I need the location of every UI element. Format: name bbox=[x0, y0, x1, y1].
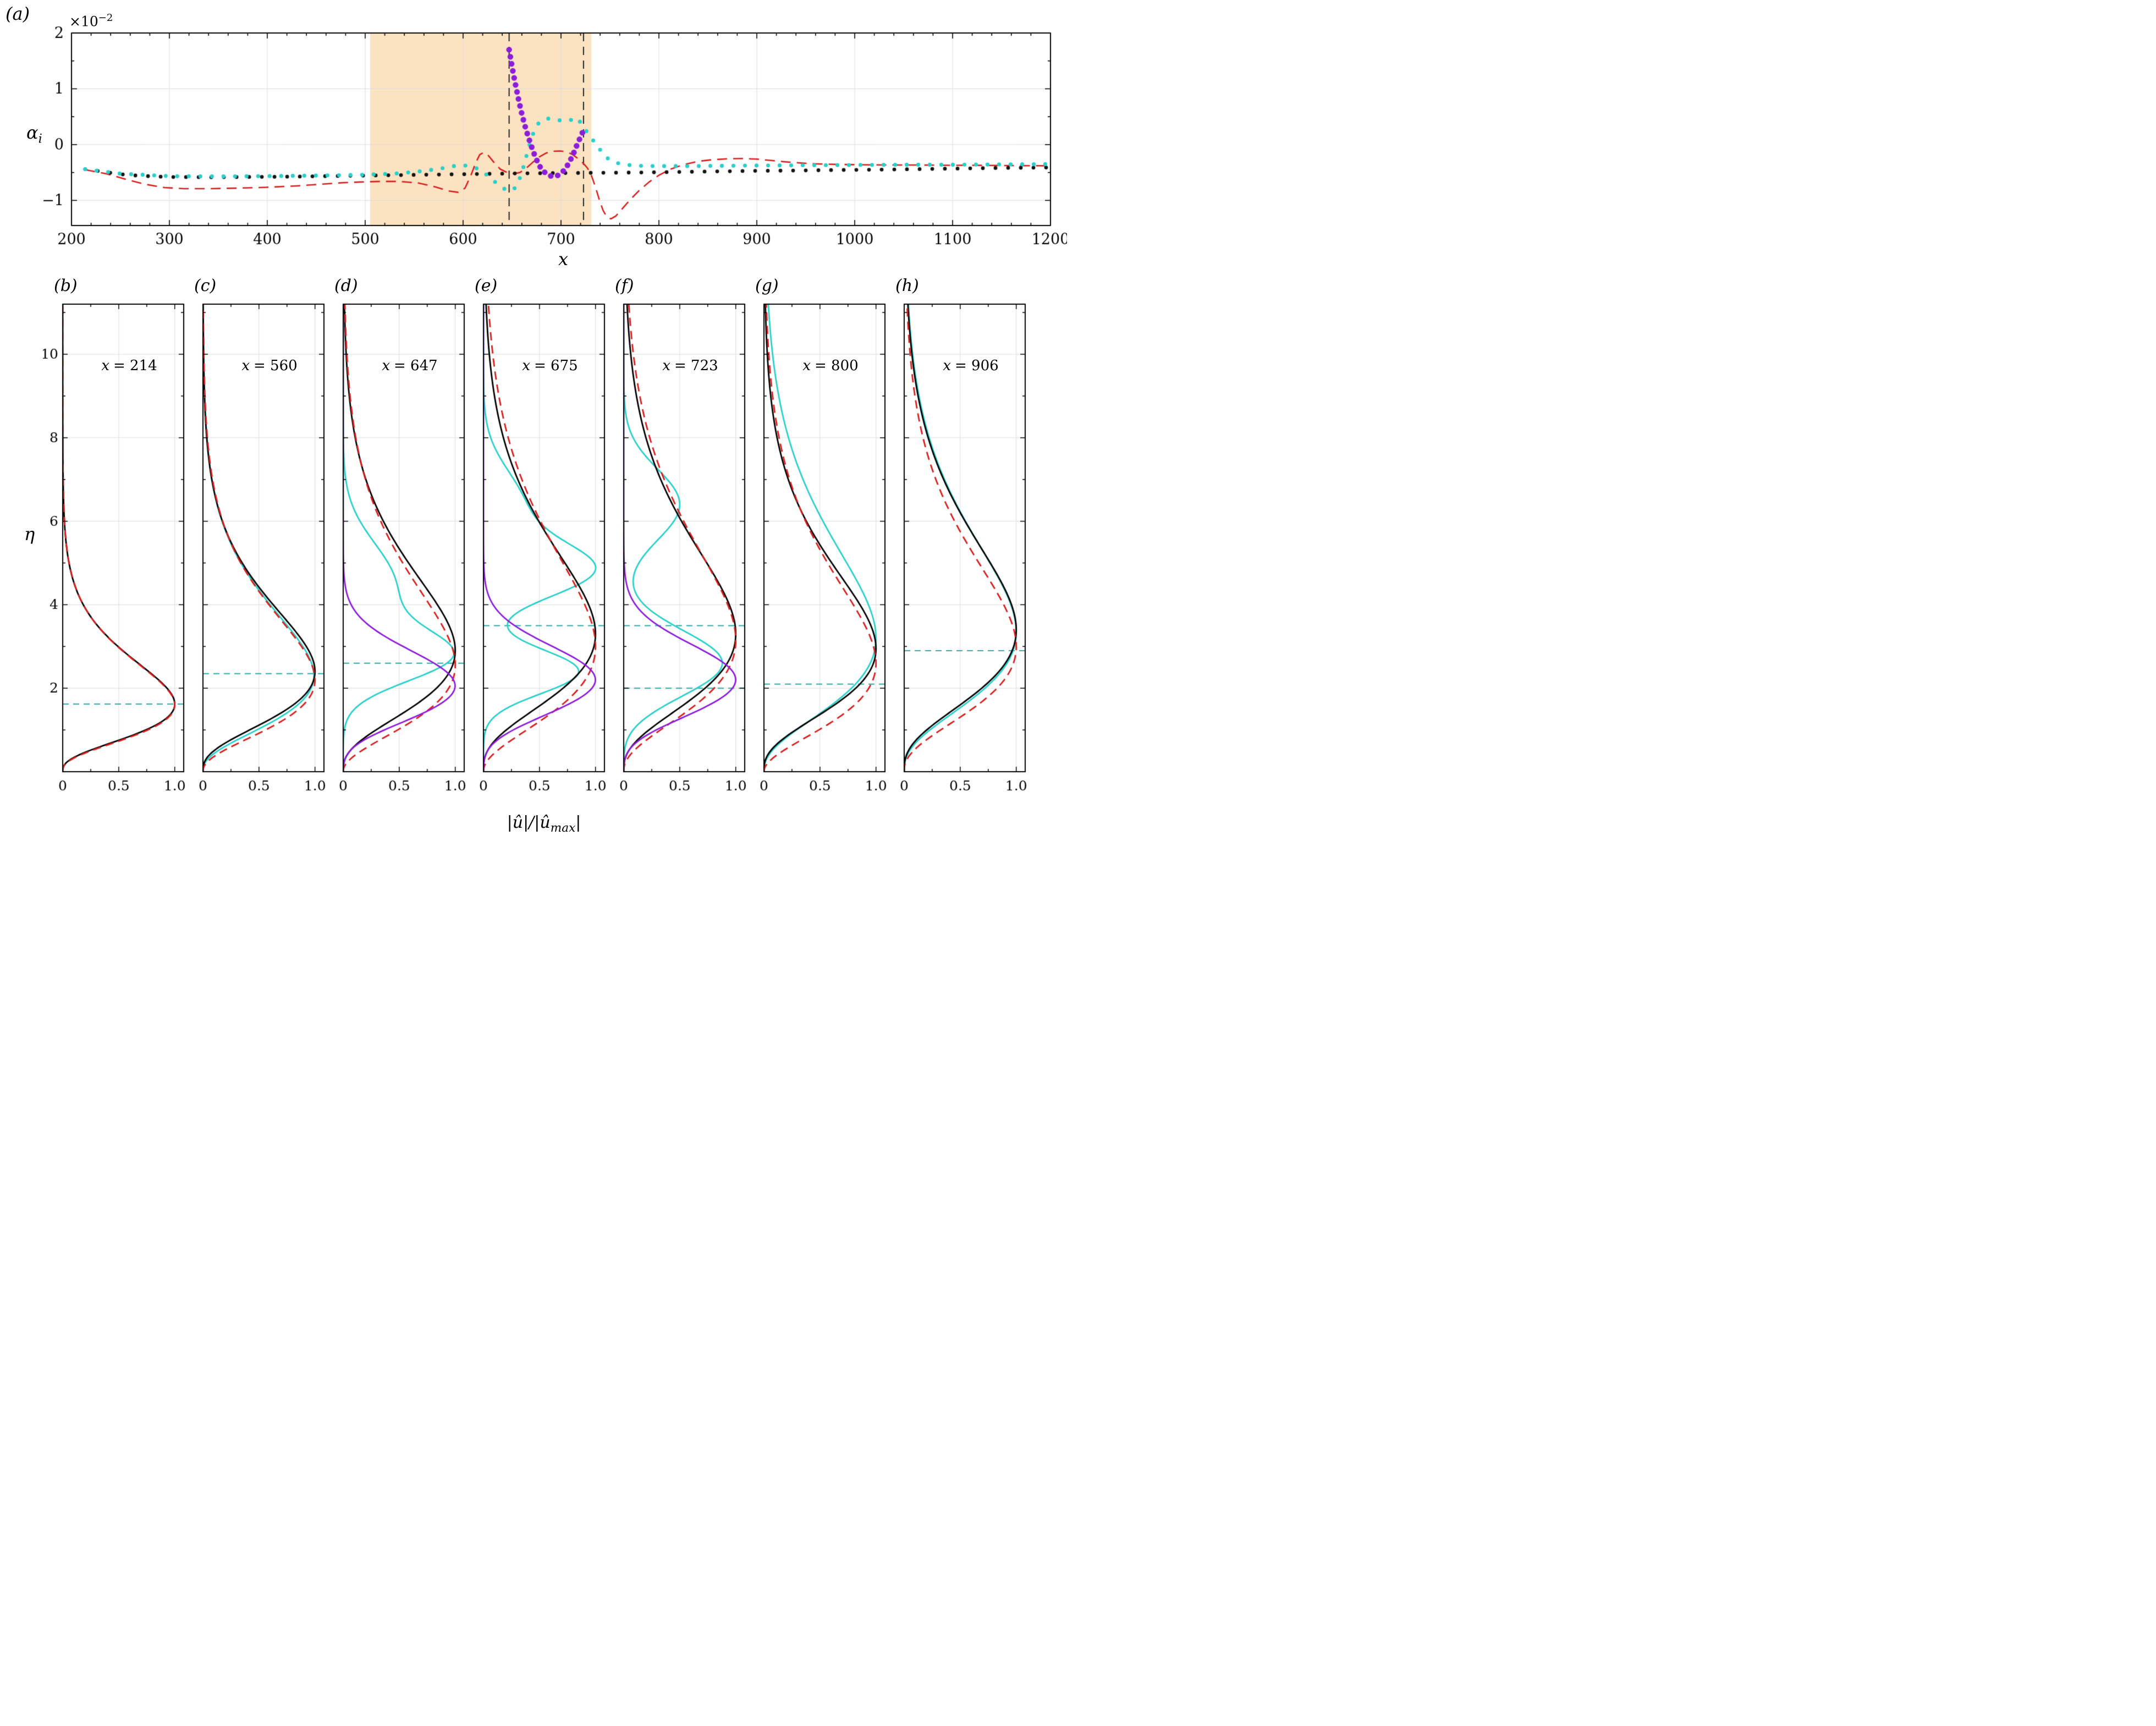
x-value: = 723 bbox=[674, 358, 718, 374]
xlabel-subscript: max bbox=[550, 821, 576, 835]
panel-d-x-annotation: x = 647 bbox=[382, 358, 437, 374]
panel-h-x-annotation: x = 906 bbox=[943, 358, 998, 374]
panel-c-plot-canvas bbox=[183, 300, 329, 806]
panel-f-x-annotation: x = 723 bbox=[662, 358, 718, 374]
panel-f-plot-canvas bbox=[604, 300, 750, 806]
panel-c-x-annotation: x = 560 bbox=[241, 358, 297, 374]
x-symbol: x bbox=[943, 358, 951, 374]
x-value: = 906 bbox=[954, 358, 999, 374]
xlabel-main: |û|/|û bbox=[507, 813, 551, 832]
panel-b-plot-canvas bbox=[43, 300, 189, 806]
panel-e-x-annotation: x = 675 bbox=[522, 358, 578, 374]
x-symbol: x bbox=[522, 358, 530, 374]
panel-b-x-annotation: x = 214 bbox=[101, 358, 157, 374]
panel-e-letter: (e) bbox=[475, 276, 498, 295]
panel-d-plot-canvas bbox=[323, 300, 470, 806]
x-symbol: x bbox=[662, 358, 670, 374]
profiles-xlabel: |û|/|ûmax| bbox=[507, 813, 581, 835]
profiles-ylabel: η bbox=[24, 524, 35, 545]
panel-a-plot-canvas bbox=[11, 8, 1067, 283]
x-symbol: x bbox=[241, 358, 250, 374]
x-value: = 800 bbox=[814, 358, 859, 374]
panel-c-letter: (c) bbox=[194, 276, 217, 295]
panel-g-plot-canvas bbox=[744, 300, 890, 806]
x-value: = 214 bbox=[113, 358, 157, 374]
x-value: = 560 bbox=[253, 358, 298, 374]
x-value: = 647 bbox=[393, 358, 438, 374]
xlabel-end: | bbox=[575, 813, 581, 832]
panel-a-xlabel: x bbox=[558, 249, 569, 270]
panel-e-plot-canvas bbox=[464, 300, 610, 806]
panel-h-letter: (h) bbox=[895, 276, 919, 295]
x-symbol: x bbox=[382, 358, 390, 374]
panel-h-plot-canvas bbox=[884, 300, 1031, 806]
x-symbol: x bbox=[802, 358, 811, 374]
x-value: = 675 bbox=[534, 358, 578, 374]
panel-d-letter: (d) bbox=[334, 276, 358, 295]
panel-g-letter: (g) bbox=[755, 276, 779, 295]
panel-f-letter: (f) bbox=[615, 276, 634, 295]
panel-b-letter: (b) bbox=[54, 276, 78, 295]
x-symbol: x bbox=[101, 358, 109, 374]
panel-g-x-annotation: x = 800 bbox=[802, 358, 858, 374]
figure-root: (a) ×10−2 αi x η |û|/|ûmax| (b)x= 214(c)… bbox=[0, 0, 1078, 858]
